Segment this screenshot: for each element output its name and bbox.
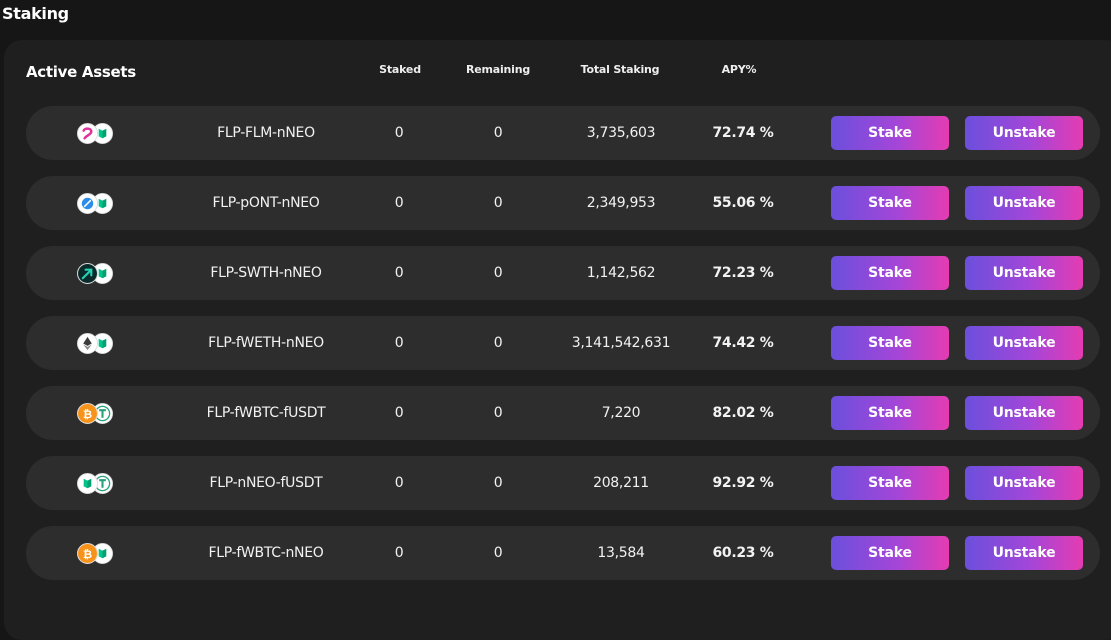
neo-icon (92, 193, 113, 214)
asset-name: FLP-fWBTC-fUSDT (206, 405, 326, 421)
column-header-apy: APY% (721, 63, 757, 76)
staked-value: 0 (394, 335, 404, 351)
stake-button[interactable]: Stake (831, 396, 949, 430)
usdt-icon (92, 473, 113, 494)
svg-text:₿: ₿ (83, 407, 92, 421)
total-staking-value: 1,142,562 (586, 265, 656, 281)
apy-value: 72.74 % (712, 125, 774, 141)
asset-row: ₿ FLP-fWBTC-fUSDT 0 0 7,220 82.02 % Stake Unsta… (26, 386, 1100, 440)
unstake-button[interactable]: Unstake (965, 256, 1083, 290)
active-assets-panel: Active Assets Staked Remaining Total Sta… (4, 40, 1111, 640)
stake-button[interactable]: Stake (831, 466, 949, 500)
asset-name: FLP-pONT-nNEO (212, 195, 320, 211)
asset-row: FLP-SWTH-nNEO 0 0 1,142,562 72.23 % Stake Unst… (26, 246, 1100, 300)
column-header-total-staking: Total Staking (580, 63, 660, 76)
apy-value: 55.06 % (712, 195, 774, 211)
asset-name: FLP-nNEO-fUSDT (209, 475, 323, 491)
unstake-button[interactable]: Unstake (965, 396, 1083, 430)
apy-value: 74.42 % (712, 335, 774, 351)
staked-value: 0 (394, 265, 404, 281)
usdt-icon (92, 403, 113, 424)
total-staking-value: 7,220 (601, 405, 641, 421)
staked-value: 0 (394, 125, 404, 141)
asset-icons (77, 263, 117, 284)
apy-value: 92.92 % (712, 475, 774, 491)
stake-button[interactable]: Stake (831, 326, 949, 360)
unstake-button[interactable]: Unstake (965, 116, 1083, 150)
neo-icon (92, 543, 113, 564)
asset-icons (77, 123, 117, 144)
unstake-button[interactable]: Unstake (965, 186, 1083, 220)
neo-icon (92, 263, 113, 284)
total-staking-value: 208,211 (593, 475, 649, 491)
column-header-remaining: Remaining (465, 63, 531, 76)
stake-button[interactable]: Stake (831, 186, 949, 220)
stake-button[interactable]: Stake (831, 536, 949, 570)
staked-value: 0 (394, 475, 404, 491)
asset-icons: ₿ (77, 543, 117, 564)
eth-icon (77, 333, 98, 354)
swth-icon (77, 263, 98, 284)
remaining-value: 0 (493, 125, 503, 141)
apy-value: 60.23 % (712, 545, 774, 561)
asset-name: FLP-fWETH-nNEO (208, 335, 324, 351)
asset-row: ₿ FLP-fWBTC-nNEO 0 0 13,584 60.23 % Stake Unsta… (26, 526, 1100, 580)
asset-icons (77, 333, 117, 354)
asset-icons (77, 193, 117, 214)
asset-row: FLP-FLM-nNEO 0 0 3,735,603 72.74 % Stake Unsta… (26, 106, 1100, 160)
asset-row: FLP-pONT-nNEO 0 0 2,349,953 55.06 % Stake Unst… (26, 176, 1100, 230)
unstake-button[interactable]: Unstake (965, 466, 1083, 500)
asset-name: FLP-FLM-nNEO (217, 125, 315, 141)
remaining-value: 0 (493, 195, 503, 211)
stake-button[interactable]: Stake (831, 116, 949, 150)
btc-icon: ₿ (77, 403, 98, 424)
asset-row: FLP-fWETH-nNEO 0 0 3,141,542,631 74.42 % Stak… (26, 316, 1100, 370)
ont-icon (77, 193, 98, 214)
total-staking-value: 3,735,603 (586, 125, 656, 141)
total-staking-value: 13,584 (597, 545, 645, 561)
stake-button[interactable]: Stake (831, 256, 949, 290)
total-staking-value: 2,349,953 (586, 195, 656, 211)
remaining-value: 0 (493, 405, 503, 421)
page-title: Staking (2, 4, 69, 23)
asset-icons (77, 473, 117, 494)
btc-icon: ₿ (77, 543, 98, 564)
neo-icon (77, 473, 98, 494)
asset-row: FLP-nNEO-fUSDT 0 0 208,211 92.92 % Stake Unsta… (26, 456, 1100, 510)
column-header-staked: Staked (379, 63, 421, 76)
unstake-button[interactable]: Unstake (965, 326, 1083, 360)
flm-icon (77, 123, 98, 144)
apy-value: 72.23 % (712, 265, 774, 281)
svg-text:₿: ₿ (83, 547, 92, 561)
asset-name: FLP-fWBTC-nNEO (208, 545, 324, 561)
remaining-value: 0 (493, 265, 503, 281)
staked-value: 0 (394, 545, 404, 561)
asset-list: FLP-FLM-nNEO 0 0 3,735,603 72.74 % Stake Unsta… (26, 106, 1100, 596)
apy-value: 82.02 % (712, 405, 774, 421)
staked-value: 0 (394, 195, 404, 211)
asset-icons: ₿ (77, 403, 117, 424)
asset-name: FLP-SWTH-nNEO (210, 265, 322, 281)
staked-value: 0 (394, 405, 404, 421)
remaining-value: 0 (493, 545, 503, 561)
total-staking-value: 3,141,542,631 (571, 335, 671, 351)
remaining-value: 0 (493, 475, 503, 491)
unstake-button[interactable]: Unstake (965, 536, 1083, 570)
section-title: Active Assets (26, 63, 136, 81)
neo-icon (92, 123, 113, 144)
remaining-value: 0 (493, 335, 503, 351)
